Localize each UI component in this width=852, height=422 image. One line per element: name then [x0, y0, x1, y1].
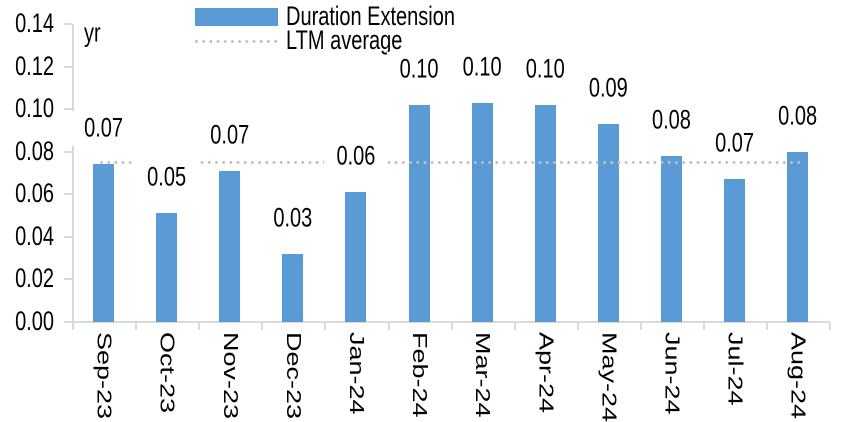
- y-axis-tick-label: 0.14: [15, 9, 54, 39]
- x-axis-category-label: Mar-24: [471, 332, 494, 418]
- x-tick: [324, 323, 327, 330]
- y-axis-tick-label: 0.00: [15, 307, 54, 337]
- y-tick: [64, 321, 72, 323]
- bar: [787, 151, 809, 322]
- y-tick: [64, 108, 72, 111]
- x-tick: [576, 323, 579, 330]
- x-tick: [72, 323, 74, 330]
- y-tick: [64, 235, 72, 238]
- x-tick: [261, 323, 264, 330]
- bar-value-label: 0.07: [702, 126, 767, 162]
- legend-item-ltm-average: LTM average: [195, 26, 455, 56]
- x-axis-category-label: Feb-24: [408, 332, 431, 418]
- x-tick: [135, 323, 138, 330]
- bar: [282, 253, 304, 322]
- x-axis-category-label: Aug-24: [786, 332, 809, 420]
- bar-value-label: 0.09: [576, 70, 641, 107]
- y-axis-unit-label: yr: [84, 18, 101, 49]
- x-axis-category-label: Jun-24: [660, 332, 683, 415]
- x-tick: [198, 323, 201, 330]
- legend-bar-swatch-icon: [195, 8, 278, 26]
- bar: [408, 104, 430, 322]
- y-tick: [64, 193, 72, 196]
- y-axis-tick-label: 0.06: [15, 179, 54, 210]
- x-tick: [766, 323, 769, 330]
- legend-label-duration-extension: Duration Extension: [286, 2, 455, 32]
- y-axis-tick-label: 0.12: [15, 51, 54, 82]
- x-axis-category-label: Apr-24: [534, 332, 557, 414]
- x-tick: [450, 323, 453, 330]
- x-axis-category-label: Jul-24: [723, 332, 746, 406]
- bar-value-label: 0.07: [197, 117, 262, 153]
- bar: [156, 213, 178, 322]
- y-tick: [64, 150, 72, 153]
- x-tick: [639, 323, 642, 330]
- legend: Duration Extension LTM average: [195, 2, 455, 56]
- bar: [597, 124, 619, 322]
- x-tick: [829, 323, 832, 330]
- x-axis-line: [72, 321, 830, 323]
- x-axis-category-label: Nov-23: [218, 332, 241, 420]
- bar-value-label: 0.03: [260, 200, 325, 236]
- x-tick: [513, 323, 516, 330]
- x-tick: [703, 323, 705, 330]
- bar: [219, 170, 241, 322]
- x-axis-category-label: Oct-23: [155, 332, 178, 414]
- bar-value-label: 0.10: [387, 51, 452, 87]
- bar-value-label: 0.08: [765, 98, 830, 134]
- bar: [471, 102, 493, 322]
- bar-value-label: 0.10: [450, 49, 515, 85]
- y-axis-tick-label: 0.08: [15, 136, 54, 167]
- bar-value-label: 0.07: [71, 111, 136, 147]
- x-axis-category-label: May-24: [597, 332, 620, 422]
- ltm-average-line: [100, 161, 801, 165]
- legend-label-ltm-average: LTM average: [286, 26, 403, 56]
- y-axis-tick-label: 0.02: [15, 264, 54, 295]
- y-axis-tick-label: 0.10: [15, 94, 54, 124]
- bar: [724, 179, 746, 322]
- bar: [534, 104, 556, 322]
- y-tick: [64, 23, 72, 25]
- bar-value-label: 0.06: [323, 139, 388, 175]
- y-axis-line: [72, 24, 74, 329]
- bar-value-label: 0.10: [513, 51, 578, 87]
- legend-item-duration-extension: Duration Extension: [195, 2, 455, 32]
- bar: [660, 155, 682, 322]
- y-tick: [64, 65, 72, 68]
- y-axis-tick-label: 0.04: [15, 221, 54, 252]
- y-tick: [64, 278, 72, 281]
- x-tick: [387, 323, 390, 330]
- bar: [93, 164, 115, 322]
- x-axis-category-label: Jan-24: [344, 332, 367, 415]
- x-axis-category-label: Dec-23: [281, 332, 304, 420]
- bar: [345, 192, 367, 322]
- bar-value-label: 0.05: [134, 160, 199, 196]
- x-axis-category-label: Sep-23: [92, 332, 115, 420]
- legend-dotted-line-swatch-icon: [195, 39, 278, 43]
- bar-value-label: 0.08: [639, 102, 704, 138]
